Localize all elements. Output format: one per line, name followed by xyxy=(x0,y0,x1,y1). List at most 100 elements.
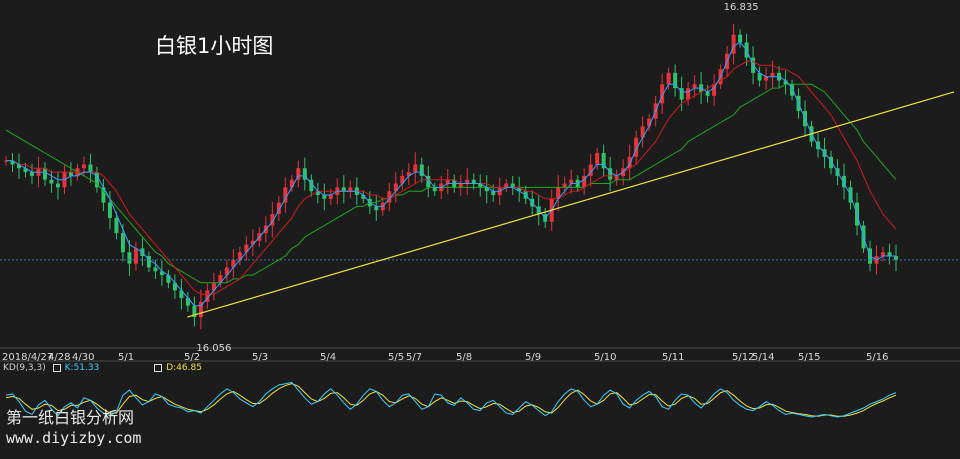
candle-body xyxy=(387,191,392,203)
candle-body xyxy=(10,160,15,165)
candle-body xyxy=(400,175,405,184)
candle-body xyxy=(614,175,619,180)
candle-body xyxy=(361,194,366,199)
d-value: D:46.85 xyxy=(166,363,202,373)
candle-body xyxy=(114,217,119,234)
candle-body xyxy=(185,298,190,306)
candle-body xyxy=(842,175,847,188)
candle-body xyxy=(731,34,736,54)
candle-body xyxy=(510,183,515,188)
x-tick-label: 5/4 xyxy=(320,352,336,363)
kd-legend: KD(9,3,3) K:51.33 D:46.85 xyxy=(3,363,210,373)
candle-body xyxy=(81,164,86,169)
candle-body xyxy=(296,168,301,180)
candle-body xyxy=(673,72,678,89)
low-annotation: 16.056 xyxy=(196,343,231,354)
candle-body xyxy=(465,179,470,184)
x-tick-label: 5/7 xyxy=(406,352,422,363)
candle-body xyxy=(205,290,210,302)
candle-body xyxy=(679,88,684,100)
kd-label: KD(9,3,3) xyxy=(3,363,46,373)
kd-k-line xyxy=(5,381,897,418)
candle-body xyxy=(757,72,762,81)
candle-body xyxy=(244,244,249,253)
candle-body xyxy=(322,194,327,199)
kd-panel xyxy=(5,381,897,418)
x-tick-label: 5/10 xyxy=(594,352,616,363)
candle-body xyxy=(302,168,307,180)
candle-body xyxy=(426,175,431,188)
candle-body xyxy=(517,187,522,192)
candle-body xyxy=(153,267,158,272)
candle-body xyxy=(712,84,717,96)
x-tick-label: 4/30 xyxy=(72,352,94,363)
candle-body xyxy=(445,179,450,184)
candle-body xyxy=(49,179,54,184)
candle-body xyxy=(166,275,171,283)
candle-body xyxy=(881,252,886,257)
candle-body xyxy=(640,126,645,138)
candle-body xyxy=(289,179,294,188)
ma-lines xyxy=(0,41,960,318)
high-annotation: 16.835 xyxy=(724,2,759,13)
watermark-name: 第一纸白银分析网 xyxy=(6,408,135,427)
candle-body xyxy=(770,72,775,77)
candle-body xyxy=(250,240,255,245)
candle-body xyxy=(393,183,398,192)
candle-body xyxy=(601,153,606,169)
candle-body xyxy=(491,191,496,195)
candle-body xyxy=(101,187,106,203)
candle-body xyxy=(237,252,242,260)
candle-body xyxy=(419,164,424,176)
k-checkbox[interactable] xyxy=(52,363,61,372)
candle-body xyxy=(608,168,613,180)
ma-fast-line xyxy=(6,41,896,307)
candle-body xyxy=(783,80,788,85)
trend-line xyxy=(187,91,955,318)
candle-body xyxy=(276,202,281,215)
x-tick-label: 5/11 xyxy=(662,352,684,363)
candle-body xyxy=(686,88,691,100)
candle-body xyxy=(23,168,28,173)
candle-body xyxy=(172,282,177,291)
candle-body xyxy=(692,84,697,89)
candle-body xyxy=(556,187,561,199)
candle-body xyxy=(829,156,834,169)
candle-body xyxy=(627,156,632,169)
d-checkbox[interactable] xyxy=(154,363,163,372)
candle-body xyxy=(504,183,509,188)
candle-body xyxy=(224,267,229,276)
x-tick-label: 5/8 xyxy=(456,352,472,363)
candle-body xyxy=(413,164,418,173)
candle-body xyxy=(16,164,21,169)
candle-body xyxy=(660,84,665,104)
watermark-url: www.diyizby.com xyxy=(6,429,142,447)
candle-body xyxy=(192,305,197,318)
candle-body xyxy=(562,183,567,188)
annotations: 16.835 16.056 xyxy=(196,2,758,354)
candle-body xyxy=(887,252,892,257)
candle-body xyxy=(133,248,138,264)
candle-body xyxy=(764,76,769,81)
x-tick-label: 5/9 xyxy=(525,352,541,363)
candle-body xyxy=(211,282,216,291)
candle-body xyxy=(29,172,34,176)
x-tick-label: 5/5 xyxy=(388,352,404,363)
candle-body xyxy=(146,256,151,268)
candle-body xyxy=(705,91,710,96)
candle-body xyxy=(634,137,639,157)
x-tick-label: 5/12 xyxy=(732,352,754,363)
candle-body xyxy=(55,183,60,188)
ma-mid-line xyxy=(6,60,897,295)
candle-body xyxy=(790,84,795,96)
candle-body xyxy=(231,259,236,268)
candle-body xyxy=(582,175,587,188)
candle-body xyxy=(588,164,593,176)
x-tick-label: 2018/4/27 xyxy=(2,352,53,363)
x-tick-label: 5/14 xyxy=(752,352,774,363)
candle-body xyxy=(315,191,320,195)
candle-body xyxy=(647,118,652,127)
candle-body xyxy=(270,214,275,226)
candle-body xyxy=(341,187,346,192)
